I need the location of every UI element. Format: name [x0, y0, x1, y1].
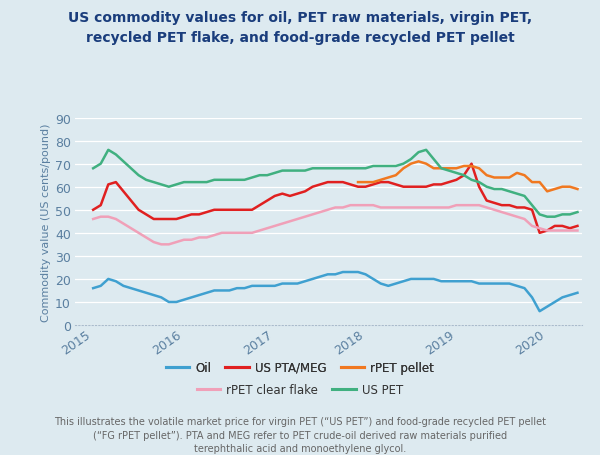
Text: This illustrates the volatile market price for virgin PET (“US PET”) and food-gr: This illustrates the volatile market pri… [54, 416, 546, 453]
Y-axis label: Commodity value (US cents/pound): Commodity value (US cents/pound) [41, 123, 50, 321]
Legend: Oil, US PTA/MEG, rPET pellet: Oil, US PTA/MEG, rPET pellet [161, 356, 439, 379]
Text: US commodity values for oil, PET raw materials, virgin PET,
recycled PET flake, : US commodity values for oil, PET raw mat… [68, 11, 532, 45]
Legend: rPET clear flake, US PET: rPET clear flake, US PET [192, 379, 408, 401]
